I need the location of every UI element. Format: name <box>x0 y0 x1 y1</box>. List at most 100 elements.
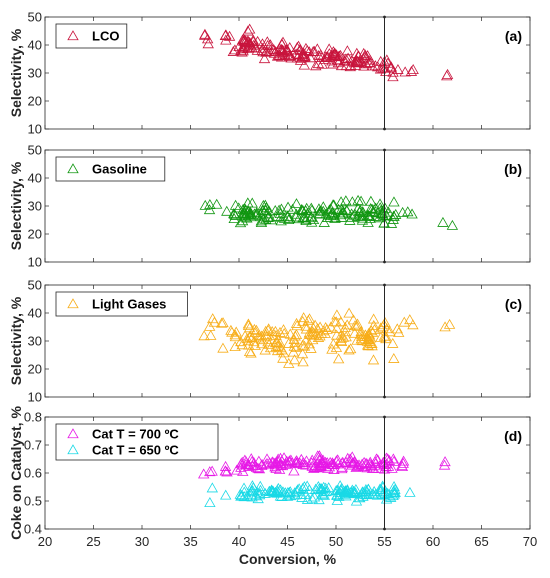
data-point <box>250 209 263 220</box>
data-point <box>397 457 409 468</box>
data-point <box>312 331 325 342</box>
reference-line-cap-bottom <box>383 527 386 531</box>
data-point <box>311 462 323 473</box>
x-axis-label: Conversion, % <box>239 551 337 567</box>
data-point <box>336 207 349 218</box>
data-point <box>366 60 378 71</box>
data-point <box>256 338 268 349</box>
data-point <box>217 317 229 328</box>
data-point <box>321 211 334 222</box>
data-point <box>375 55 387 66</box>
data-point <box>387 213 399 224</box>
data-point <box>407 319 419 330</box>
data-point <box>344 61 356 72</box>
data-point <box>322 482 335 493</box>
y-tick-label: 50 <box>28 143 42 158</box>
data-point <box>264 39 277 50</box>
data-point <box>301 207 314 218</box>
data-point <box>273 42 286 53</box>
data-point <box>352 50 364 61</box>
y-tick-label: 20 <box>28 362 42 377</box>
data-point <box>279 487 291 498</box>
y-tick-label: 0.5 <box>24 494 42 509</box>
data-point <box>288 465 300 476</box>
legend-marker <box>67 298 79 309</box>
data-point <box>226 326 238 337</box>
panel-label: (b) <box>504 161 522 177</box>
data-point <box>282 214 295 225</box>
data-point <box>274 490 287 501</box>
data-point <box>294 54 307 65</box>
data-point <box>344 343 357 354</box>
data-point <box>350 495 363 506</box>
data-point <box>363 488 375 499</box>
data-point <box>329 49 341 60</box>
data-point <box>254 480 266 491</box>
data-point <box>356 212 369 223</box>
data-point <box>237 465 249 476</box>
data-point <box>271 211 283 221</box>
data-point <box>229 331 242 342</box>
data-point <box>242 25 254 36</box>
data-point <box>318 217 330 227</box>
data-point <box>279 49 291 60</box>
data-point <box>335 336 348 347</box>
data-point <box>204 466 216 477</box>
x-tick-label: 50 <box>329 534 343 549</box>
series-1 <box>198 307 456 368</box>
data-point <box>236 489 248 500</box>
data-point <box>370 488 382 499</box>
data-point <box>229 329 241 340</box>
data-point <box>219 465 231 476</box>
data-point <box>330 316 342 327</box>
data-point <box>312 480 325 491</box>
data-point <box>308 491 321 502</box>
data-point <box>272 340 284 351</box>
data-point <box>301 44 313 55</box>
data-point <box>198 330 210 341</box>
data-point <box>266 325 278 336</box>
data-point <box>244 330 256 341</box>
data-point <box>252 462 264 473</box>
panel-3: 10 20 30 40 50 Selectivity, % Light Gases (c) <box>8 278 531 405</box>
data-point <box>362 483 375 494</box>
data-point <box>275 459 287 470</box>
data-point <box>268 457 281 468</box>
data-point <box>282 50 295 60</box>
data-point <box>239 40 251 51</box>
data-point <box>236 215 249 226</box>
data-point <box>286 203 299 214</box>
data-point <box>290 198 303 209</box>
data-point <box>380 452 393 463</box>
legend-marker <box>67 30 79 41</box>
legend-label: Light Gases <box>92 297 166 312</box>
data-point <box>245 347 257 358</box>
y-axis-label: Selectivity, % <box>8 28 24 117</box>
data-point <box>364 332 377 343</box>
data-point <box>317 489 329 500</box>
data-point <box>347 457 360 468</box>
panel-1: 10 20 30 40 50 Selectivity, % LCO (a) <box>8 10 531 137</box>
legend-label: Gasoline <box>92 162 147 177</box>
data-point <box>238 482 250 493</box>
data-point <box>321 323 333 334</box>
series-1 <box>199 23 454 82</box>
y-tick-label: 10 <box>28 390 42 405</box>
data-point <box>221 466 233 477</box>
data-point <box>389 483 401 494</box>
x-tick-label: 20 <box>38 534 52 549</box>
data-point <box>250 324 263 335</box>
data-point <box>269 461 281 472</box>
panel-4: 0.4 0.5 0.6 0.7 0.8 20 25 30 35 40 45 50 55 60 65 70 Cok… <box>8 406 537 567</box>
data-point <box>344 214 356 225</box>
data-point <box>306 216 318 227</box>
data-point <box>311 43 324 54</box>
data-point <box>259 204 272 215</box>
data-point <box>302 315 314 325</box>
data-point <box>327 58 339 69</box>
legend-marker <box>67 444 79 455</box>
data-point <box>274 452 287 463</box>
data-point <box>277 352 289 363</box>
data-point <box>235 336 247 347</box>
